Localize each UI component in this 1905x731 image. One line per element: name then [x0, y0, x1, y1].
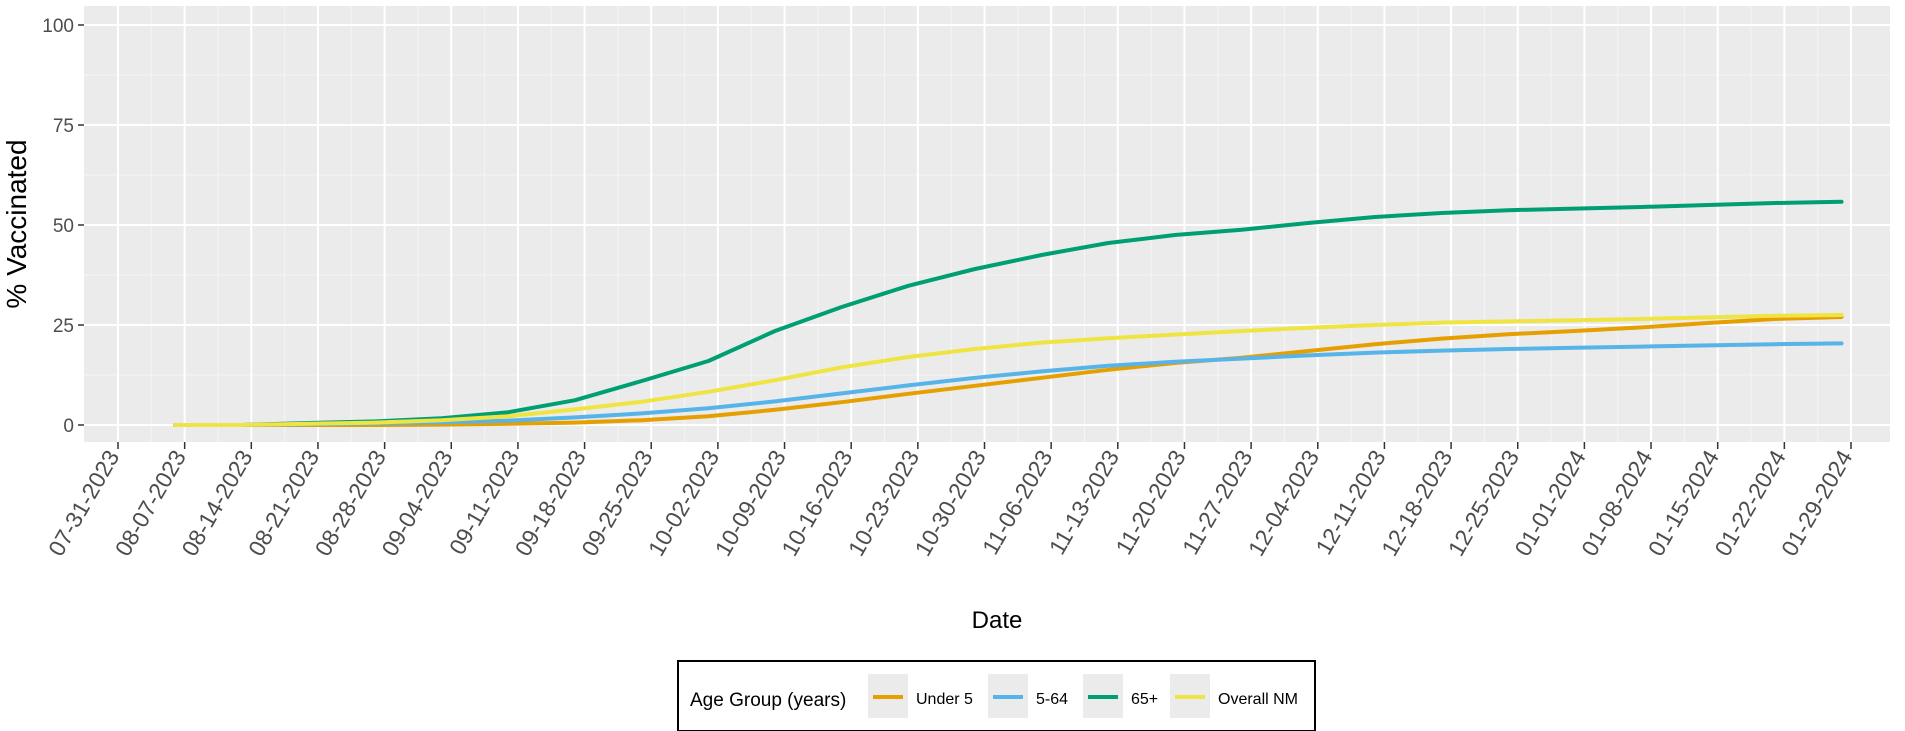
legend-label: 5-64 [1036, 691, 1068, 708]
legend: Age Group (years) Under 5 5-64 65+ Overall N… [677, 660, 1316, 731]
y-tick-label: 50 [53, 216, 74, 237]
gridlines [84, 6, 1890, 442]
series-line-overall-nm [173, 313, 1844, 427]
y-tick-label: 75 [53, 116, 74, 137]
series-line-5-64 [173, 341, 1844, 427]
y-tick-label: 100 [42, 16, 74, 37]
series-line-65- [173, 199, 1844, 427]
legend-title: Age Group (years) [690, 690, 846, 711]
legend-label: Under 5 [916, 691, 973, 708]
legend-label: 65+ [1131, 691, 1158, 708]
y-tick-label: 25 [53, 316, 74, 337]
y-tick-label: 0 [63, 416, 74, 437]
series-line-under-5 [173, 315, 1844, 427]
x-axis-title: Date [972, 607, 1023, 634]
legend-label: Overall NM [1218, 691, 1298, 708]
y-axis-title: % Vaccinated [1, 139, 32, 308]
series-lines [173, 199, 1844, 427]
